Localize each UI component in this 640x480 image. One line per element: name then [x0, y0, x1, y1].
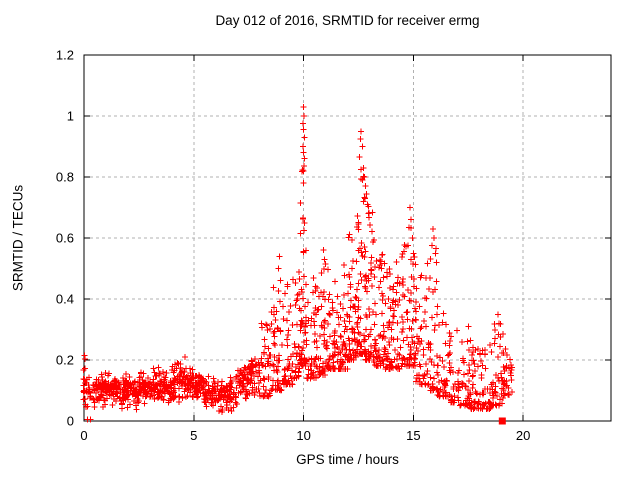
x-tick-label: 10 [296, 428, 311, 443]
x-tick-label: 0 [80, 428, 88, 443]
x-tick-label: 20 [515, 428, 531, 443]
x-tick-label: 5 [190, 428, 198, 443]
y-tick-label: 0.4 [55, 291, 74, 307]
chart-title: Day 012 of 2016, SRMTID for receiver erm… [215, 13, 480, 28]
y-tick-label: 0.8 [55, 169, 74, 185]
y-tick-label: 0.6 [55, 230, 74, 246]
y-tick-label: 1.2 [55, 47, 74, 63]
y-tick-label: 0 [66, 413, 74, 429]
y-tick-label: 1 [66, 108, 74, 124]
x-axis-title: GPS time / hours [296, 452, 399, 467]
data-point-square [498, 417, 506, 425]
y-tick-label: 0.2 [55, 352, 74, 368]
data-points [80, 104, 515, 423]
x-tick-label: 15 [406, 428, 421, 443]
